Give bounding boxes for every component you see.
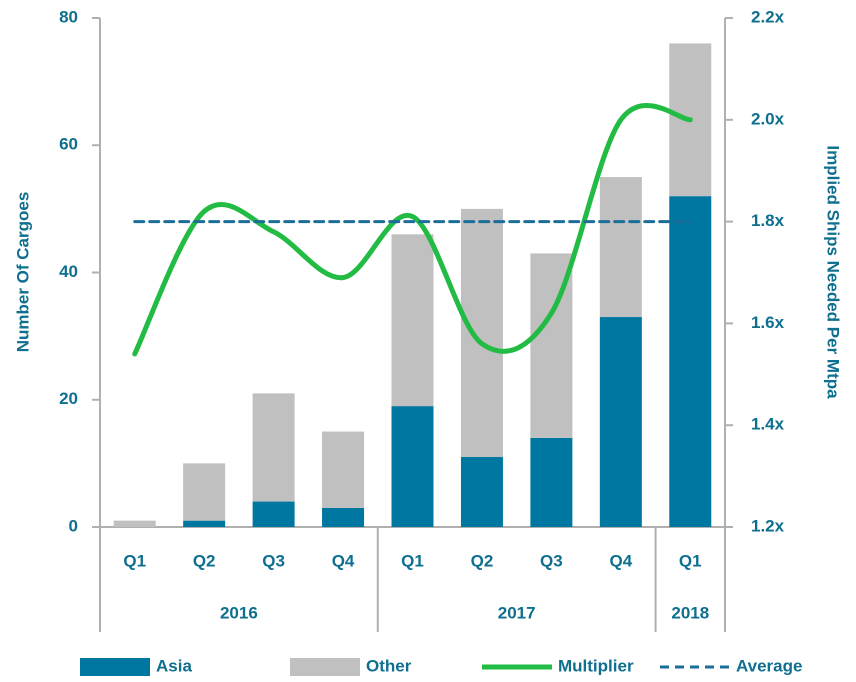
y2-tick-label: 2.2x — [751, 7, 785, 26]
bar — [183, 463, 226, 521]
bar — [322, 507, 365, 527]
x-tick-label: Q1 — [679, 551, 702, 570]
y-tick-label: 80 — [59, 7, 78, 26]
bar — [391, 234, 434, 407]
y2-tick-label: 1.4x — [751, 415, 785, 434]
bar — [599, 317, 642, 527]
y-tick-label: 0 — [69, 516, 78, 535]
y-tick-label: 60 — [59, 135, 78, 154]
x-tick-label: Q3 — [540, 551, 563, 570]
y-axis-title: Number Of Cargoes — [13, 192, 32, 353]
bar — [391, 406, 434, 527]
multiplier-line — [132, 103, 693, 357]
bar — [322, 431, 365, 508]
bar — [669, 196, 712, 527]
bar — [460, 457, 503, 527]
legend-label: Average — [736, 656, 802, 675]
y2-tick-label: 1.6x — [751, 313, 785, 332]
legend-label: Other — [366, 656, 412, 675]
y-tick-label: 20 — [59, 389, 78, 408]
y2-tick-label: 2.0x — [751, 109, 785, 128]
bar — [183, 520, 226, 527]
x-tick-label: Q3 — [262, 551, 285, 570]
y-tick-label: 40 — [59, 262, 78, 281]
legend-label: Multiplier — [558, 656, 634, 675]
bar — [460, 208, 503, 458]
y2-tick-label: 1.2x — [751, 516, 785, 535]
y2-tick-label: 1.8x — [751, 211, 785, 230]
bar — [252, 393, 295, 502]
legend-swatch — [80, 658, 150, 676]
x-tick-label: Q4 — [332, 551, 355, 570]
legend-swatch — [290, 658, 360, 676]
x-group-label: 2016 — [220, 603, 258, 622]
x-tick-label: Q4 — [609, 551, 632, 570]
legend-label: Asia — [156, 656, 192, 675]
x-tick-label: Q2 — [193, 551, 216, 570]
x-group-label: 2017 — [498, 603, 536, 622]
x-tick-label: Q1 — [123, 551, 146, 570]
x-group-label: 2018 — [671, 603, 709, 622]
y2-axis-title: Implied Ships Needed Per Mtpa — [824, 145, 843, 399]
bar — [113, 520, 156, 527]
bar — [252, 501, 295, 527]
bar — [599, 177, 642, 318]
bar — [530, 437, 573, 527]
x-tick-label: Q1 — [401, 551, 424, 570]
x-tick-label: Q2 — [471, 551, 494, 570]
